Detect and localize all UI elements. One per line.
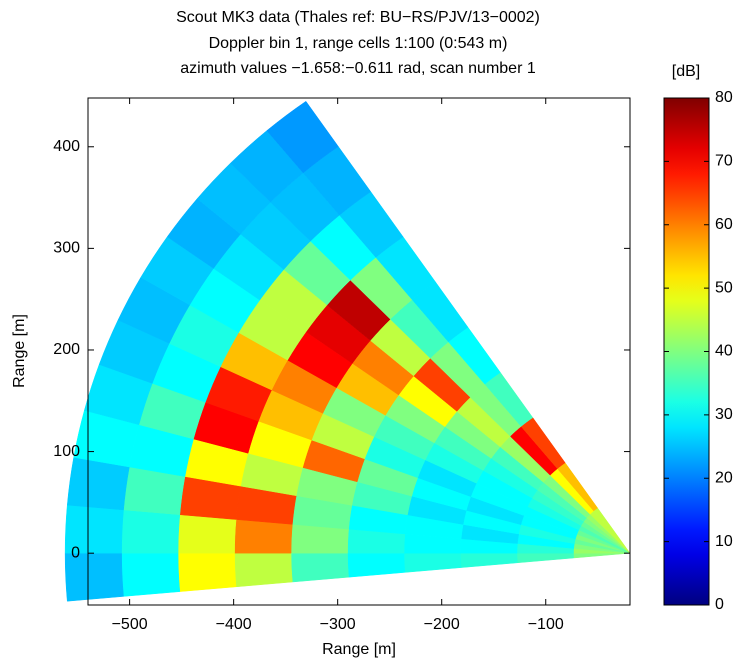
heat-cell [177, 552, 237, 592]
heat-cell [403, 552, 462, 573]
chart-title: Scout MK3 data (Thales ref: BU−RS/PJV/13… [176, 9, 540, 26]
colorbar-tick-label: 30 [715, 406, 733, 423]
plot-frame [87, 97, 631, 606]
colorbar-tick-label: 40 [715, 343, 733, 360]
colorbar-tick-label: 10 [715, 533, 733, 550]
heat-cell [573, 552, 631, 559]
heat-cell [516, 552, 574, 564]
y-axis-label: Range [m] [11, 314, 28, 388]
colorbar-label: [dB] [672, 63, 700, 80]
heat-cell [266, 100, 339, 174]
colorbar [663, 97, 710, 606]
x-tick-label: −300 [320, 616, 356, 633]
colorbar-tick-label: 80 [715, 89, 733, 106]
colorbar-tick-label: 20 [715, 469, 733, 486]
heat-cell [121, 509, 181, 554]
heat-cell [121, 552, 181, 597]
heat-cell [290, 552, 349, 583]
x-tick-label: −500 [112, 616, 148, 633]
y-tick-label: 100 [53, 443, 80, 460]
chart-title: Doppler bin 1, range cells 1:100 (0:543 … [209, 35, 508, 52]
colorbar-tick-label: 0 [715, 596, 724, 613]
heat-cell [460, 552, 518, 568]
heat-cell [347, 552, 406, 578]
heatmap [64, 100, 631, 602]
heat-cell [234, 552, 293, 588]
heat-cell [177, 514, 237, 554]
y-tick-label: 300 [53, 240, 80, 257]
chart-title: azimuth values −1.658:−0.611 rad, scan n… [180, 60, 536, 77]
heat-cell [290, 524, 349, 554]
y-tick-label: 400 [53, 138, 80, 155]
colorbar-tick-label: 60 [715, 216, 733, 233]
x-tick-label: −200 [424, 616, 460, 633]
colorbar-tick-label: 70 [715, 153, 733, 170]
colorbar-tick-label: 50 [715, 279, 733, 296]
y-tick-label: 0 [71, 544, 80, 561]
heat-cell [234, 519, 293, 554]
x-axis-label: Range [m] [322, 641, 396, 658]
x-tick-label: −400 [216, 616, 252, 633]
x-tick-label: −100 [528, 616, 564, 633]
y-tick-label: 200 [53, 341, 80, 358]
